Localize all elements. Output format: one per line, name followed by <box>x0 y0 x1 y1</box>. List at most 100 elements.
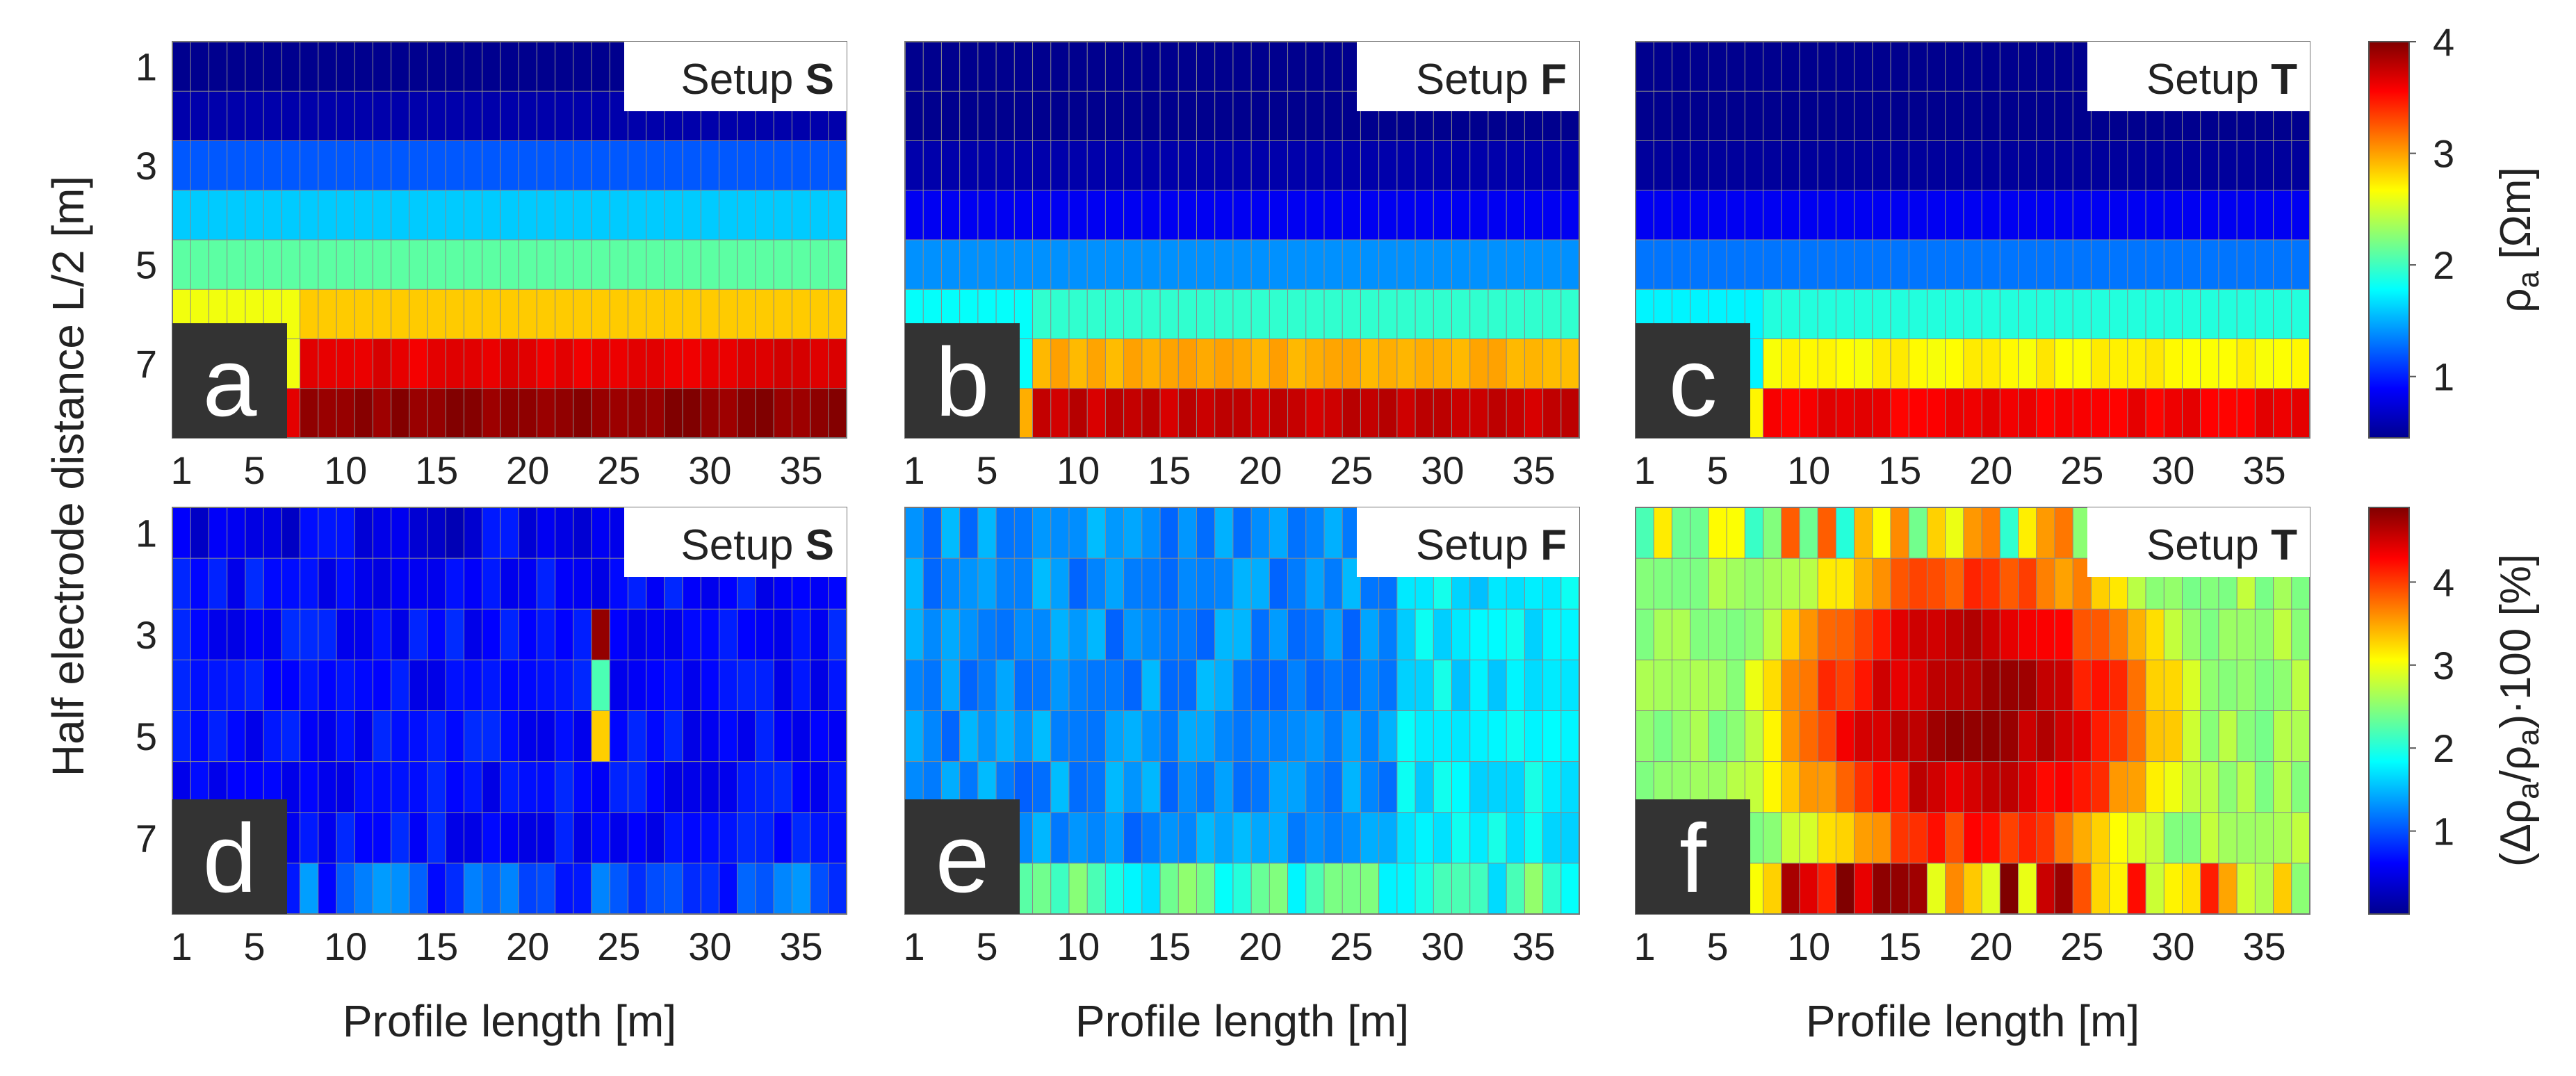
heatmap-cell <box>737 140 756 191</box>
heatmap-cell <box>1214 140 1234 191</box>
heatmap-cell <box>1781 90 1800 142</box>
heatmap-cell <box>2163 388 2183 439</box>
heatmap-cell <box>1250 339 1271 389</box>
heatmap-cell <box>1086 812 1107 864</box>
heatmap-cell <box>1763 288 1782 340</box>
heatmap-cell <box>1141 507 1161 560</box>
heatmap-cell <box>591 507 611 560</box>
heatmap-cell <box>1542 863 1562 915</box>
heatmap-cell <box>318 41 337 92</box>
heatmap-cell <box>1451 190 1471 241</box>
heatmap-cell <box>1360 140 1380 191</box>
heatmap-cell <box>995 190 1016 241</box>
heatmap-cell <box>1032 190 1052 241</box>
cb-bot-label-sub2: a <box>2511 728 2545 746</box>
heatmap-cell <box>1487 659 1508 712</box>
heatmap-cell <box>482 710 501 763</box>
heatmap-cell <box>300 388 319 439</box>
heatmap-cell <box>1560 863 1580 915</box>
heatmap-cell <box>1305 608 1325 661</box>
heatmap-cell <box>1159 812 1180 864</box>
heatmap-cell <box>391 288 410 340</box>
heatmap-cell <box>1926 190 1946 241</box>
heatmap-cell <box>573 863 592 915</box>
heatmap-cell <box>959 190 979 241</box>
colorbar-resistivity-gradient <box>2368 41 2410 439</box>
x-tick-label: 1 <box>904 448 925 492</box>
heatmap-cell <box>1926 288 1946 340</box>
heatmap-cell <box>755 388 775 439</box>
heatmap-cell <box>1214 190 1234 241</box>
heatmap-cell <box>1159 761 1180 813</box>
heatmap-cell <box>391 710 410 763</box>
heatmap-cell <box>227 507 246 560</box>
heatmap-cell <box>1981 190 2001 241</box>
heatmap-cell <box>1890 288 1910 340</box>
heatmap-cell <box>1926 812 1946 864</box>
heatmap-cell <box>427 812 447 864</box>
heatmap-cell <box>1872 90 1891 142</box>
heatmap-cell <box>391 140 410 191</box>
heatmap-cell <box>190 710 210 763</box>
heatmap-cell <box>1013 507 1034 560</box>
heatmap-cell <box>445 557 465 610</box>
heatmap-cell <box>940 140 961 191</box>
heatmap-cell <box>2254 339 2274 389</box>
heatmap-cell <box>1177 710 1198 763</box>
heatmap-cell <box>1999 710 2019 763</box>
cb-top-tick-label: 3 <box>2433 132 2454 176</box>
heatmap-cell <box>682 140 702 191</box>
heatmap-cell <box>1999 863 2019 915</box>
heatmap-cell <box>791 140 811 191</box>
heatmap-cell <box>1032 339 1052 389</box>
heatmap-cell <box>1560 140 1580 191</box>
heatmap-cell <box>1726 239 1746 291</box>
heatmap-cell <box>1781 659 1800 712</box>
heatmap-cell <box>664 659 683 712</box>
x-tick-label: 35 <box>2242 924 2285 968</box>
heatmap-cell <box>281 507 301 560</box>
heatmap-cell <box>1671 190 1691 241</box>
heatmap-cell <box>791 812 811 864</box>
heatmap-cell <box>1690 140 1709 191</box>
heatmap-cell <box>1396 761 1416 813</box>
heatmap-cell <box>1542 288 1562 340</box>
heatmap-cell <box>1342 190 1362 241</box>
heatmap-cell <box>995 710 1016 763</box>
heatmap-cell <box>1159 863 1180 915</box>
x-tick-label: 5 <box>1706 924 1728 968</box>
heatmap-cell <box>482 339 501 389</box>
heatmap-cell <box>646 761 665 813</box>
heatmap-cell <box>1890 659 1910 712</box>
heatmap-cell <box>245 659 264 712</box>
heatmap-cell <box>1981 339 2001 389</box>
heatmap-cell <box>1214 659 1234 712</box>
heatmap-cell <box>682 239 702 291</box>
heatmap-cell <box>1214 710 1234 763</box>
heatmap-cell <box>1781 761 1800 813</box>
x-tick-label: 30 <box>2151 448 2194 492</box>
heatmap-cell <box>2291 863 2310 915</box>
heatmap-cell <box>1360 388 1380 439</box>
heatmap-cell <box>172 659 192 712</box>
heatmap-cell <box>1013 140 1034 191</box>
heatmap-cell <box>2018 863 2037 915</box>
heatmap-cell <box>791 239 811 291</box>
heatmap-cell <box>1232 812 1253 864</box>
heatmap-cell <box>573 140 592 191</box>
heatmap-cell <box>263 41 283 92</box>
heatmap-cell <box>1104 507 1125 560</box>
heatmap-cell <box>500 190 520 241</box>
heatmap-cell <box>536 388 556 439</box>
heatmap-cell <box>263 507 283 560</box>
heatmap-cell <box>1817 339 1837 389</box>
heatmap-cell <box>1050 41 1070 92</box>
heatmap-cell <box>354 140 374 191</box>
heatmap-cell <box>1726 190 1746 241</box>
heatmap-cell <box>1378 239 1398 291</box>
x-tick-label: 20 <box>1239 924 1282 968</box>
heatmap-cell <box>336 388 356 439</box>
heatmap-cell <box>2072 812 2092 864</box>
heatmap-cell <box>1835 812 1855 864</box>
heatmap-cell <box>354 288 374 340</box>
